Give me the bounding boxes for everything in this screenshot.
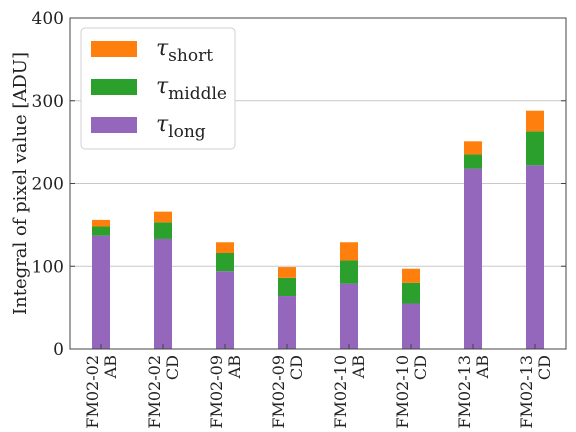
y-tick-label: 100 [32, 257, 64, 277]
bar-segment-short [526, 110, 544, 132]
bar-segment-middle [464, 154, 482, 169]
y-axis-ticks: 0 100 200 300 400 [32, 9, 566, 360]
x-tick-label-device: FM02-10 [393, 355, 412, 429]
bar-segment-long [154, 238, 172, 349]
x-tick-label-channel: CD [287, 355, 306, 380]
x-axis-tick-labels: FM02-02 AB FM02-02 CD FM02-09 AB FM02-09 CD FM02… [83, 344, 554, 429]
x-tick-label: FM02-02 AB [83, 355, 120, 429]
bar-segment-short [92, 219, 110, 227]
bar-segment-middle [402, 282, 420, 304]
legend-swatch [91, 117, 137, 133]
y-tick-label: 400 [32, 9, 64, 29]
x-tick-label: FM02-02 CD [145, 355, 182, 429]
bar-segment-short [216, 242, 234, 254]
x-tick-label: FM02-10 AB [331, 355, 368, 429]
bar-segment-long [92, 235, 110, 349]
y-tick-label: 0 [53, 340, 64, 360]
x-tick-label: FM02-09 AB [207, 355, 244, 429]
x-tick-label-device: FM02-02 [145, 355, 164, 429]
x-tick-label-device: FM02-10 [331, 355, 350, 429]
bar-segment-long [216, 271, 234, 349]
x-tick-label-device: FM02-09 [207, 355, 226, 429]
x-tick-label-channel: AB [473, 355, 492, 379]
legend-label: τmiddle [156, 74, 227, 104]
bar-segment-middle [278, 277, 296, 297]
bar-segment-short [402, 268, 420, 283]
x-tick-label-channel: AB [225, 355, 244, 379]
x-tick-label-channel: AB [349, 355, 368, 379]
x-tick-label-device: FM02-02 [83, 355, 102, 429]
legend-label: τlong [156, 112, 206, 142]
bar-segment-middle [154, 222, 172, 239]
bar-segment-middle [526, 131, 544, 166]
x-tick-label-channel: AB [101, 355, 120, 379]
bar-segment-short [154, 211, 172, 223]
y-axis-label: Integral of pixel value [ADU] [10, 52, 31, 315]
x-tick-label-device: FM02-13 [517, 355, 536, 429]
legend-label: τshort [156, 36, 213, 66]
x-tick-label-channel: CD [163, 355, 182, 380]
bar-segment-long [340, 283, 358, 349]
x-tick-label-channel: CD [535, 355, 554, 380]
legend-swatch [91, 41, 137, 57]
x-tick-label: FM02-09 CD [269, 355, 306, 429]
y-tick-label: 200 [32, 175, 64, 195]
x-tick-label: FM02-13 CD [517, 355, 554, 429]
bar-segment-middle [216, 253, 234, 272]
bars [92, 110, 544, 349]
legend-swatch [91, 79, 137, 95]
bar-segment-long [278, 296, 296, 349]
x-tick-label: FM02-13 AB [455, 355, 492, 429]
bar-segment-long [526, 165, 544, 349]
bar-segment-short [340, 242, 358, 261]
bar-segment-long [402, 303, 420, 349]
x-tick-label-device: FM02-09 [269, 355, 288, 429]
y-tick-label: 300 [32, 92, 64, 112]
x-tick-label: FM02-10 CD [393, 355, 430, 429]
bar-segment-long [464, 168, 482, 349]
legend: τshort τmiddle τlong [80, 27, 236, 150]
bar-segment-middle [92, 226, 110, 236]
bar-segment-short [278, 267, 296, 278]
x-tick-label-device: FM02-13 [455, 355, 474, 429]
bar-segment-short [464, 141, 482, 155]
bar-segment-middle [340, 260, 358, 284]
x-tick-label-channel: CD [411, 355, 430, 380]
